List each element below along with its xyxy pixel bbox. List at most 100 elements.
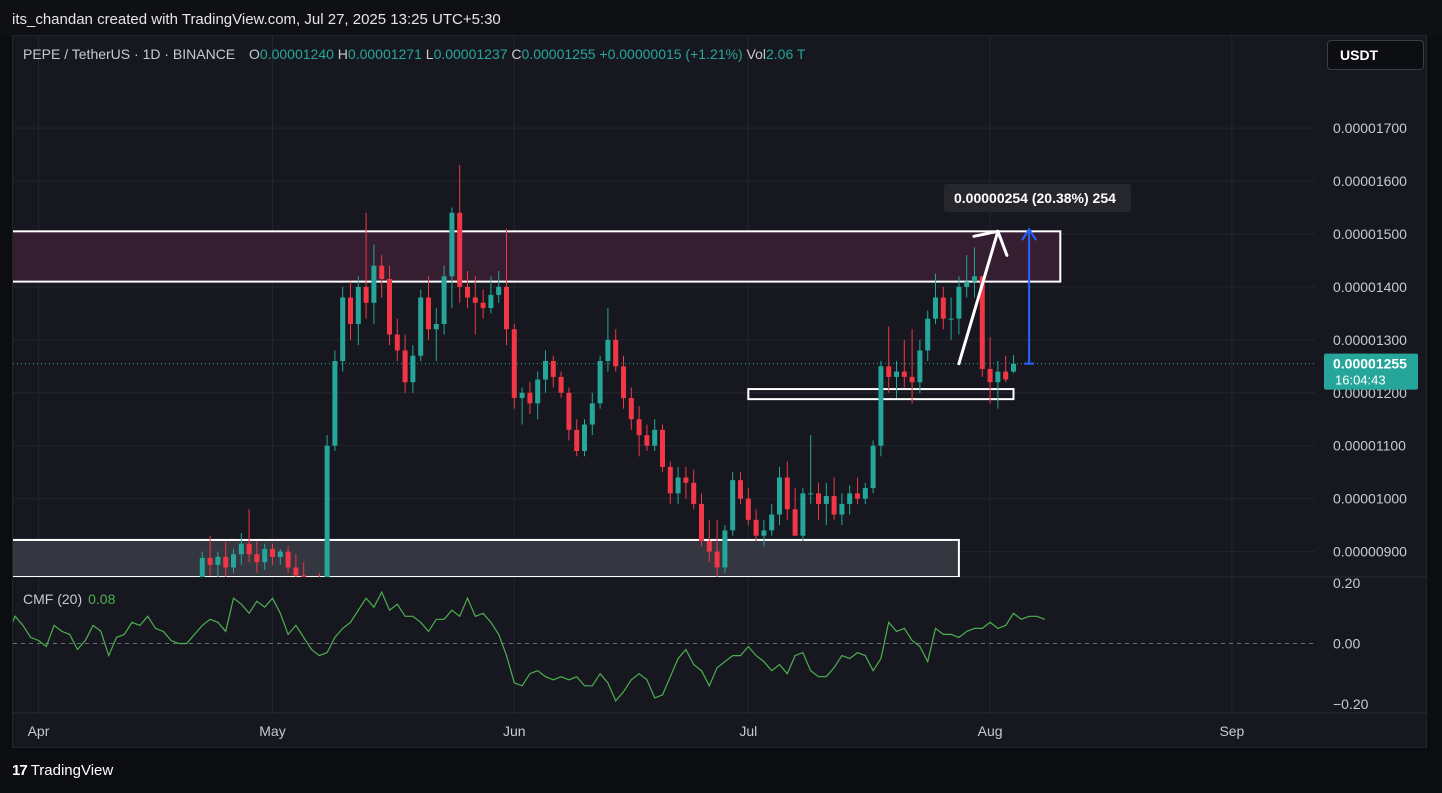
candle-body-19 [348,297,353,324]
candle-body-20 [355,286,361,324]
candle-body-56 [636,419,642,436]
zones-layer [13,230,1062,577]
candle-body-77 [800,493,806,536]
candle-body-72 [761,530,767,536]
tradingview-logo-text: TradingView [30,762,114,779]
candle-body-27 [410,355,416,383]
candle-body-50 [589,403,595,425]
indicator-legend: CMF (20) 0.08 [23,591,115,607]
symbol-name: PEPE / TetherUS · 1D · BINANCE [23,46,236,62]
candle-body-95 [940,297,946,319]
candle-body-68 [730,480,736,531]
candle-body-60 [667,466,673,494]
low-value: 0.00001237 [433,46,508,62]
price-tick-label-7: 0.00001600 [1333,173,1407,189]
candle-body-58 [652,429,658,446]
date-tick-label-5: Sep [1219,723,1244,739]
candle-body-16 [324,445,330,577]
candle-body-64 [699,503,704,542]
candle-body-44 [543,361,548,380]
candle-body-79 [816,493,821,504]
low-label: L [425,46,434,62]
candle-body-10 [277,551,283,557]
candles-layer [199,165,1016,577]
candle-body-24 [387,278,392,335]
candle-body-36 [480,302,486,309]
candle-body-30 [433,323,439,330]
candle-body-78 [808,493,814,495]
candle-body-38 [496,286,502,295]
cmf-tick-label-1: 0.00 [1333,635,1360,651]
date-tick-label-4: Aug [978,723,1003,739]
candle-body-63 [691,482,697,504]
candle-body-21 [363,286,369,303]
cmf-tick-label-0: 0.20 [1333,575,1360,591]
candle-body-32 [449,212,455,277]
candle-body-18 [340,297,346,362]
candle-body-82 [839,503,845,515]
candle-body-87 [878,366,884,446]
price-tick-label-6: 0.00001500 [1333,226,1407,242]
cmf-tick-label-2: −0.20 [1333,696,1369,712]
measure-label-box [944,184,1131,212]
price-tick-label-8: 0.00001700 [1333,120,1407,136]
projection-arrow-line [957,229,1000,366]
candle-body-13 [301,575,307,577]
candle-body-52 [605,339,611,362]
high-value: 0.00001271 [347,46,422,62]
candle-body-93 [925,318,931,351]
close-value: 0.00001255 [521,46,596,62]
last-price-label: 0.00001255 [1333,356,1407,372]
candle-body-104 [1011,363,1016,372]
price-tick-label-1: 0.00001000 [1333,491,1407,507]
currency-button[interactable]: USDT [1327,40,1424,70]
candle-body-102 [995,371,1001,383]
candle-body-41 [519,392,525,399]
candle-body-89 [894,371,899,377]
close-label: C [511,46,522,62]
candle-body-43 [535,379,541,404]
candle-body-5 [238,543,244,555]
candle-body-28 [418,297,424,356]
candle-body-11 [285,551,291,568]
candle-body-94 [933,297,938,319]
measure-arrow-icon [1021,227,1037,241]
chart-frame[interactable] [12,35,1427,748]
candle-body-80 [823,496,829,504]
candle-body-73 [769,514,775,531]
price-tick-label-5: 0.00001400 [1333,279,1407,295]
cmf-layer [13,590,1045,703]
candle-body-22 [371,265,377,303]
candle-body-98 [964,281,970,287]
last-price-badge [1324,353,1418,390]
date-tick-label-3: Jul [739,723,757,739]
candle-body-76 [792,509,798,536]
candle-body-0 [199,557,205,577]
candle-body-59 [660,429,665,467]
zone-rect-0 [13,230,1062,283]
candle-body-55 [628,398,634,420]
measure-label: 0.00000254 (20.38%) 254 [954,190,1116,206]
tradingview-logo-icon: 17 [12,762,28,779]
candle-body-85 [862,488,868,499]
candle-body-54 [621,366,626,399]
tradingview-logo[interactable]: 17 TradingView [12,762,113,779]
candle-body-97 [956,286,962,319]
open-value: 0.00001240 [259,46,334,62]
candle-body-6 [246,543,252,555]
candle-body-66 [714,551,720,568]
candle-body-8 [262,548,268,563]
candle-body-61 [675,477,681,494]
candle-body-86 [870,445,876,489]
candle-body-75 [784,477,790,510]
candle-body-26 [402,350,408,383]
candle-body-100 [979,276,985,369]
candle-body-2 [215,556,221,565]
candle-body-46 [558,376,564,393]
projection-arrow-head [972,229,1009,257]
candle-body-62 [683,477,689,483]
candle-body-7 [254,554,260,563]
zone-rect-2 [13,538,960,577]
candle-body-83 [847,493,853,504]
